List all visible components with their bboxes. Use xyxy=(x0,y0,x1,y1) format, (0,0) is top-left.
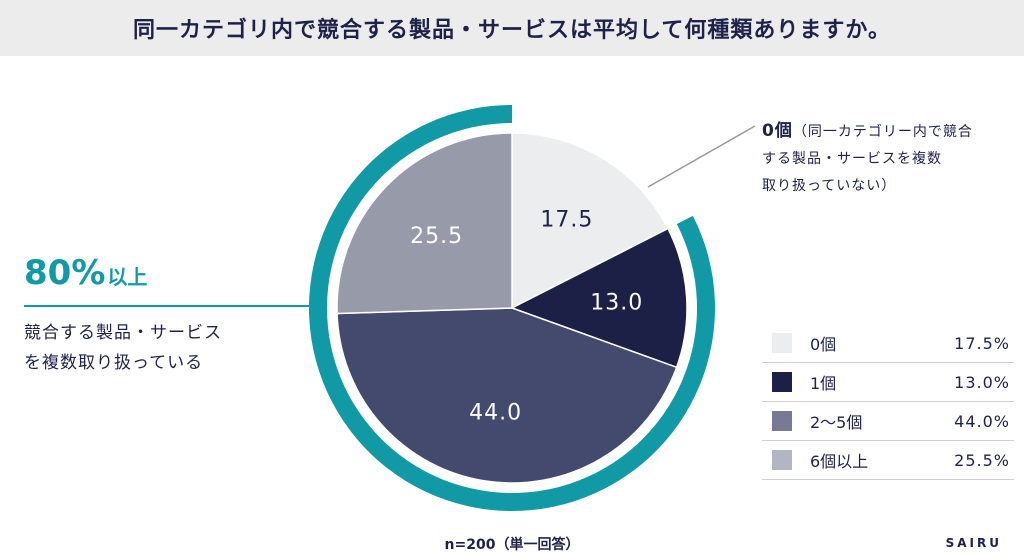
footnote: n=200（単一回答） xyxy=(444,537,580,553)
legend-row: 0個 17.5% xyxy=(762,324,1014,363)
data-label-3: 25.5 xyxy=(410,224,463,249)
annotation-line-2: する製品・サービスを複数 xyxy=(762,151,942,167)
legend-value: 13.0% xyxy=(954,372,1010,392)
data-label-2: 44.0 xyxy=(469,401,522,426)
chart-title: 同一カテゴリ内で競合する製品・サービスは平均して何種類ありますか。 xyxy=(133,18,891,43)
legend-row: 2〜5個 44.0% xyxy=(762,402,1014,441)
legend-row: 1個 13.0% xyxy=(762,363,1014,402)
annotation-line-1: （同一カテゴリー内で競合 xyxy=(792,124,973,140)
legend-row: 6個以上 25.5% xyxy=(762,441,1014,480)
legend-label: 1個 xyxy=(810,374,837,393)
callout-suffix: 以上 xyxy=(107,265,148,289)
callout-line-1: 競合する製品・サービス xyxy=(24,323,222,343)
legend-label: 0個 xyxy=(810,335,837,354)
legend-label: 2〜5個 xyxy=(810,413,863,432)
data-label-1: 13.0 xyxy=(590,290,643,315)
annotation-head: 0個 xyxy=(762,121,793,141)
pie-slice-3 xyxy=(336,132,513,315)
callout-line-2: を複数取り扱っている xyxy=(24,353,204,373)
zero-annotation: 0個（同一カテゴリー内で競合 する製品・サービスを複数 取り扱っていない） xyxy=(762,118,1012,200)
pie-slice-2 xyxy=(336,307,678,484)
brand-logo: SAIRU xyxy=(945,536,1002,550)
legend-label: 6個以上 xyxy=(810,452,869,471)
legend: 0個 17.5% 1個 13.0% 2〜5個 44.0% 6個以上 25.5% xyxy=(762,324,1014,480)
pie-slice-1 xyxy=(510,227,688,369)
pie-slice-0 xyxy=(511,132,669,310)
legend-swatch xyxy=(772,450,792,470)
data-label-0: 17.5 xyxy=(540,207,593,232)
legend-swatch xyxy=(772,333,792,353)
legend-value: 25.5% xyxy=(954,450,1010,470)
legend-value: 44.0% xyxy=(954,411,1010,431)
legend-value: 17.5% xyxy=(954,333,1010,353)
legend-swatch xyxy=(772,372,792,392)
callout-value: 80% xyxy=(24,253,106,293)
annotation-line-3: 取り扱っていない） xyxy=(762,178,897,194)
title-bar: 同一カテゴリ内で競合する製品・サービスは平均して何種類ありますか。 xyxy=(0,0,1024,56)
annotation-leader-line xyxy=(647,125,756,188)
callout-highlight: 80% 以上 xyxy=(24,253,147,293)
legend-swatch xyxy=(772,411,792,431)
callout-description: 競合する製品・サービス を複数取り扱っている xyxy=(24,318,294,378)
